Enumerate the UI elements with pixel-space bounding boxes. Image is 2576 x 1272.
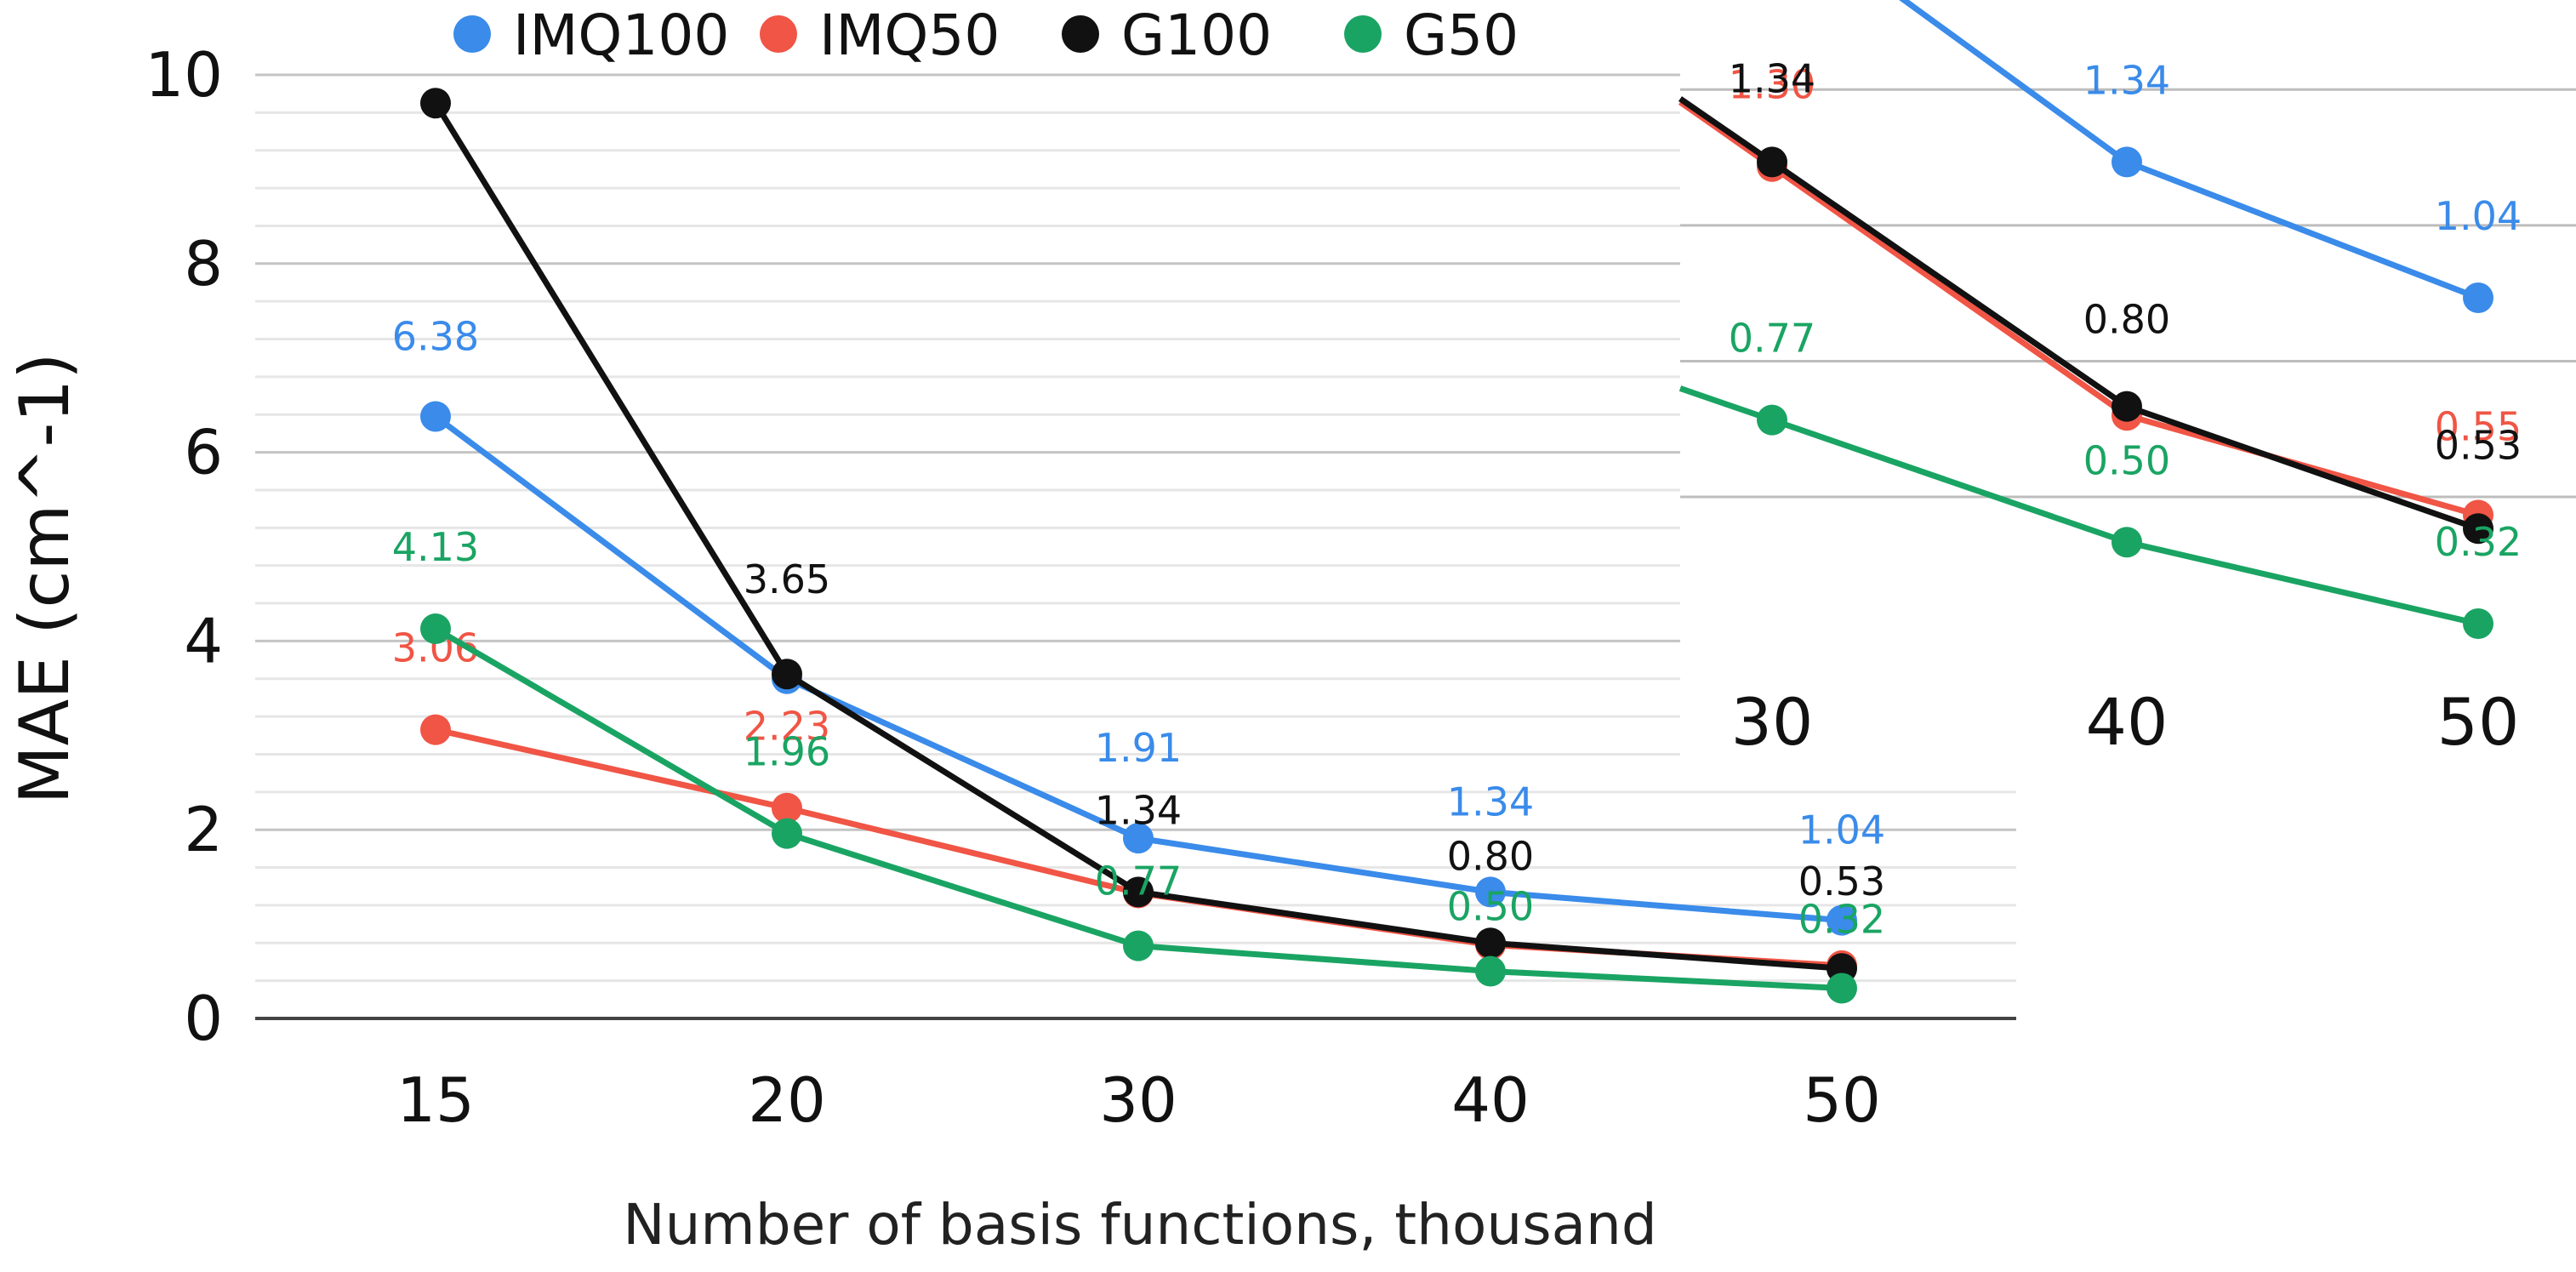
data-label-g100-30: 1.34 (1095, 787, 1182, 833)
series-lines: 6.381.911.341.043.062.233.651.340.800.53… (392, 88, 1885, 1004)
data-point-imq100-30 (1123, 823, 1154, 854)
data-label-imq50-20: 2.23 (744, 704, 830, 750)
data-point-g100-40 (1475, 927, 1506, 959)
series-g100: 3.65 1.34 0.80 0.53 (420, 88, 1885, 984)
legend-label-g100: G100 (1121, 3, 1272, 68)
data-point-imq100-40 (1475, 876, 1506, 908)
inset-data-point-g100-50 (2463, 513, 2493, 545)
data-point-imq50-15 (420, 714, 451, 745)
x-tick-label-30: 30 (1099, 1064, 1177, 1136)
data-point-g50-20 (772, 818, 802, 849)
data-label-g50-20: 1.96 (744, 729, 830, 775)
data-label-g100-20: 3.65 (744, 556, 830, 602)
data-point-imq50-20 (772, 792, 802, 824)
inset-data-point-g50-40 (2112, 527, 2142, 558)
inset-x-tick-label-30: 30 (1731, 684, 1814, 760)
legend-item-g50: G50 (1344, 3, 1519, 68)
data-point-g50-50 (1827, 973, 1857, 1004)
inset-background (1680, 0, 2576, 770)
data-label-g50-15: 4.13 (392, 524, 479, 570)
x-tick-label-20: 20 (748, 1064, 826, 1136)
x-tick-label-40: 40 (1451, 1064, 1530, 1136)
data-point-g50-15 (420, 613, 451, 644)
legend: IMQ100 IMQ50 G100 G50 (453, 3, 1519, 68)
inset-data-label-imq50-30: 1.30 (1729, 62, 1815, 108)
data-label-g100-40: 0.80 (1447, 833, 1534, 879)
inset-data-label-imq100-50: 1.04 (2435, 193, 2522, 239)
inset-data-label-g50-40: 0.50 (2083, 437, 2170, 483)
data-label-g50-30: 0.77 (1095, 858, 1182, 904)
inset-data-point-g100-40 (2112, 391, 2142, 422)
x-axis-title: Number of basis functions, thousand (623, 1192, 1657, 1258)
y-tick-label-0: 0 (184, 983, 223, 1054)
inset-data-label-g50-30: 0.77 (1729, 316, 1815, 362)
inset-x-tick-label-50: 50 (2437, 684, 2520, 760)
inset-data-point-g100-30 (1757, 146, 1787, 178)
legend-item-g100: G100 (1062, 3, 1272, 68)
data-point-imq100-15 (420, 401, 451, 432)
data-point-imq100-50 (1827, 904, 1857, 936)
x-tick-labels: 15 20 30 40 50 (396, 1064, 1881, 1136)
inset-data-label-g100-50: 0.53 (2435, 422, 2522, 468)
data-label-imq100-40: 1.34 (1447, 779, 1534, 824)
inset-zoom-panel: 3040501.911.341.041.300.551.340.800.530.… (1678, 0, 2576, 770)
legend-marker-imq100 (453, 15, 491, 53)
legend-label-g50: G50 (1404, 3, 1519, 68)
data-point-g100-20 (772, 659, 802, 690)
y-tick-labels: 0 2 4 6 8 10 (145, 39, 223, 1054)
inset-data-point-imq100-40 (2112, 146, 2142, 178)
inset-series-imq100: 1.911.341.04 (1899, 0, 2522, 313)
data-label-imq100-50: 1.04 (1798, 807, 1885, 853)
inset-x-tick-label-40: 40 (2086, 684, 2169, 760)
y-tick-label-4: 4 (184, 605, 223, 676)
legend-marker-g100 (1062, 15, 1099, 53)
legend-item-imq50: IMQ50 (760, 3, 1000, 68)
y-tick-label-2: 2 (184, 794, 223, 865)
inset-series-g50: 0.77 0.50 0.32 (1678, 316, 2522, 639)
inset-data-label-imq100-40: 1.34 (2083, 57, 2170, 103)
series-g50: 4.13 1.96 0.77 0.50 0.32 (392, 524, 1885, 1004)
data-label-g50-40: 0.50 (1447, 884, 1534, 930)
data-label-imq100-30: 1.91 (1095, 725, 1182, 771)
legend-marker-g50 (1344, 15, 1382, 53)
inset-data-label-g100-30: 1.34 (1729, 55, 1815, 101)
inset-data-label-g50-50: 0.32 (2435, 519, 2522, 565)
legend-label-imq100: IMQ100 (513, 3, 729, 68)
y-tick-label-8: 8 (184, 228, 223, 299)
inset-series-line-g50 (1678, 385, 2479, 627)
legend-item-imq100: IMQ100 (453, 3, 729, 68)
inset-data-point-imq100-50 (2463, 282, 2493, 313)
legend-label-imq50: IMQ50 (819, 3, 1000, 68)
y-tick-label-10: 10 (145, 39, 223, 111)
inset-data-label-imq50-50: 0.55 (2435, 403, 2522, 449)
x-tick-label-50: 50 (1803, 1064, 1881, 1136)
inset-series-g100: 1.34 0.80 0.53 (1678, 55, 2522, 545)
data-label-g100-50: 0.53 (1798, 858, 1885, 904)
x-tick-label-15: 15 (396, 1064, 475, 1136)
inset-data-point-g50-30 (1757, 404, 1787, 436)
inset-data-point-g50-50 (2463, 608, 2493, 639)
data-label-g50-50: 0.32 (1798, 897, 1885, 943)
data-label-imq100-15: 6.38 (392, 313, 479, 359)
data-point-g100-15 (420, 88, 451, 119)
series-imq100: 6.38 1.91 1.34 1.04 (392, 313, 1885, 936)
data-point-g50-40 (1475, 955, 1506, 987)
inset-series-line-g100 (1678, 96, 2480, 532)
legend-marker-imq50 (760, 15, 797, 53)
y-axis-title: MAE (cm^-1) (5, 353, 84, 805)
inset-series-line-imq100 (1899, 0, 2480, 301)
data-point-g100-30 (1123, 876, 1154, 908)
y-tick-label-6: 6 (184, 417, 223, 488)
inset-data-label-g100-40: 0.80 (2083, 297, 2170, 343)
data-point-g50-30 (1123, 930, 1154, 961)
